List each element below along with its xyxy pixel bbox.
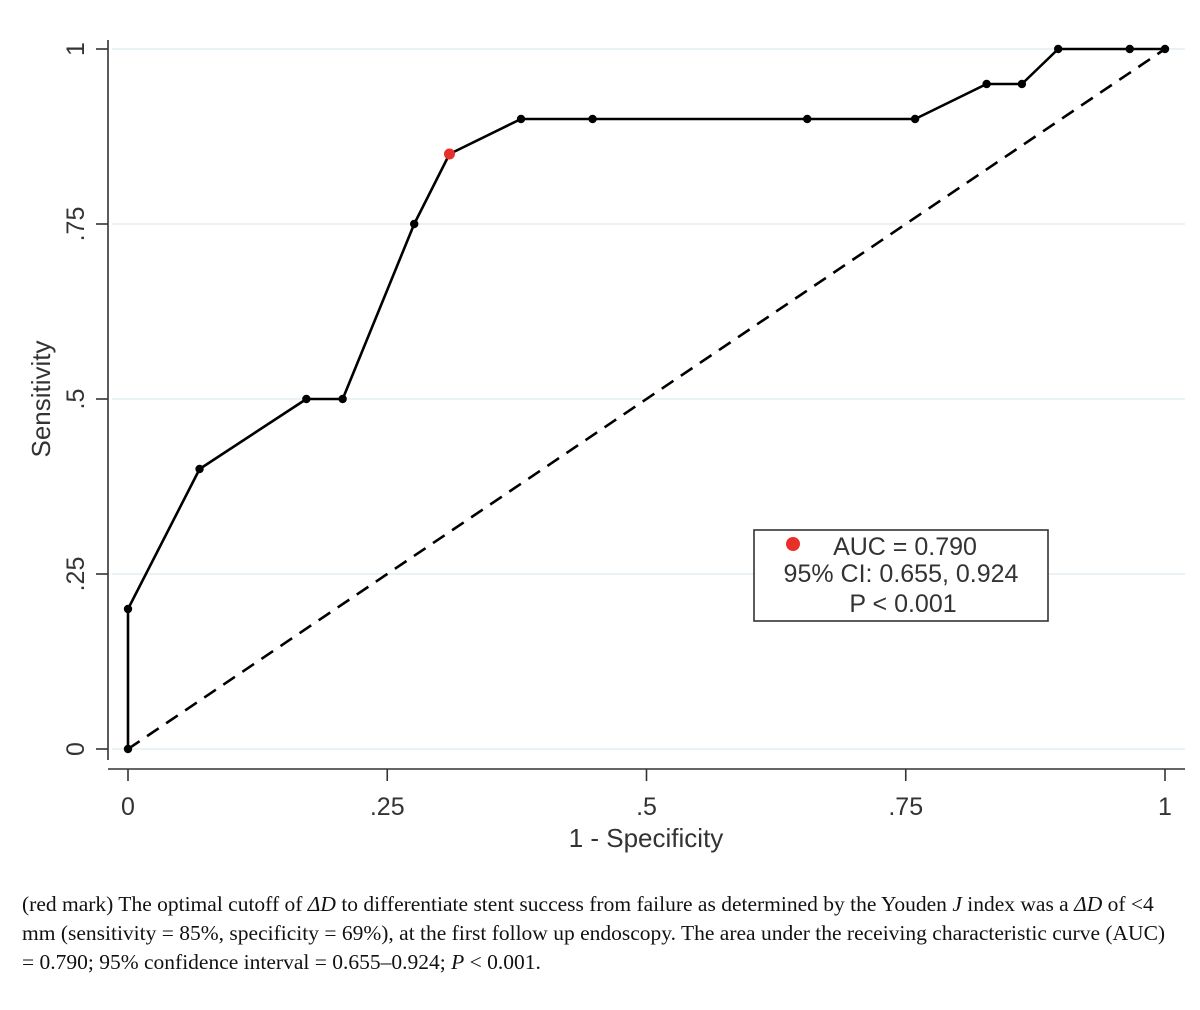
roc-point-9	[803, 114, 812, 124]
legend-marker	[786, 537, 800, 551]
x-tick-label-4: 1	[1158, 793, 1172, 821]
caption-delta-d-2: ΔD	[1074, 892, 1103, 916]
x-tick-label-0: 0	[121, 793, 135, 821]
series-layer	[123, 44, 1170, 754]
x-tick-label-1: .25	[370, 793, 405, 821]
caption-youden-j: J	[952, 892, 962, 916]
roc-chart: 0 .25 .5 .75 1 0 .25 .5 .75 1 1 - Specificity Sensi…	[26, 40, 1185, 853]
axes: 0 .25 .5 .75 1 0 .25 .5 .75 1 1 - Specificity Sensi…	[26, 40, 1185, 853]
roc-point-2	[195, 464, 204, 474]
x-axis-title: 1 - Specificity	[569, 823, 724, 853]
caption-delta-d-1: ΔD	[307, 892, 336, 916]
roc-point-5	[410, 219, 419, 229]
roc-point-8	[588, 114, 597, 124]
roc-point-14	[1125, 44, 1134, 54]
legend-line-0: AUC = 0.790	[833, 533, 977, 561]
y-tick-label-1: .25	[62, 557, 90, 592]
y-tick-label-0: 0	[62, 742, 90, 756]
caption-p-symbol: P	[451, 950, 465, 974]
legend-line-2: P < 0.001	[849, 590, 956, 618]
roc-point-11	[982, 79, 991, 89]
caption-text-2: to differentiate stent success from fail…	[335, 892, 953, 916]
roc-point-4	[338, 394, 347, 404]
figure-caption: (red mark) The optimal cutoff of ΔD to d…	[22, 890, 1182, 977]
roc-point-3	[302, 394, 311, 404]
x-tick-label-3: .75	[888, 793, 923, 821]
reference-diagonal-line	[127, 47, 1166, 751]
roc-curve-line	[126, 47, 1165, 749]
caption-text-5: < 0.001.	[464, 950, 541, 974]
y-axis-title: Sensitivity	[26, 340, 56, 457]
y-tick-label-4: 1	[62, 42, 90, 56]
y-tick-label-3: .75	[62, 207, 90, 242]
x-tick-label-2: .5	[636, 793, 657, 821]
roc-point-13	[1053, 44, 1063, 54]
caption-text-4: of <4 mm (sensitivity = 85%, specificity…	[22, 892, 1166, 974]
legend-line-1: 95% CI: 0.655, 0.924	[784, 560, 1019, 588]
roc-point-7	[516, 114, 526, 124]
legend-frame	[753, 529, 1049, 622]
roc-point-12	[1017, 79, 1027, 89]
caption-text-3: index was a	[961, 892, 1075, 916]
y-tick-label-2: .5	[62, 389, 90, 410]
roc-point-1	[123, 604, 133, 614]
roc-point-10	[910, 114, 920, 124]
optimal-cutoff-point	[443, 148, 455, 160]
caption-text-1: (red mark) The optimal cutoff of	[22, 892, 308, 916]
